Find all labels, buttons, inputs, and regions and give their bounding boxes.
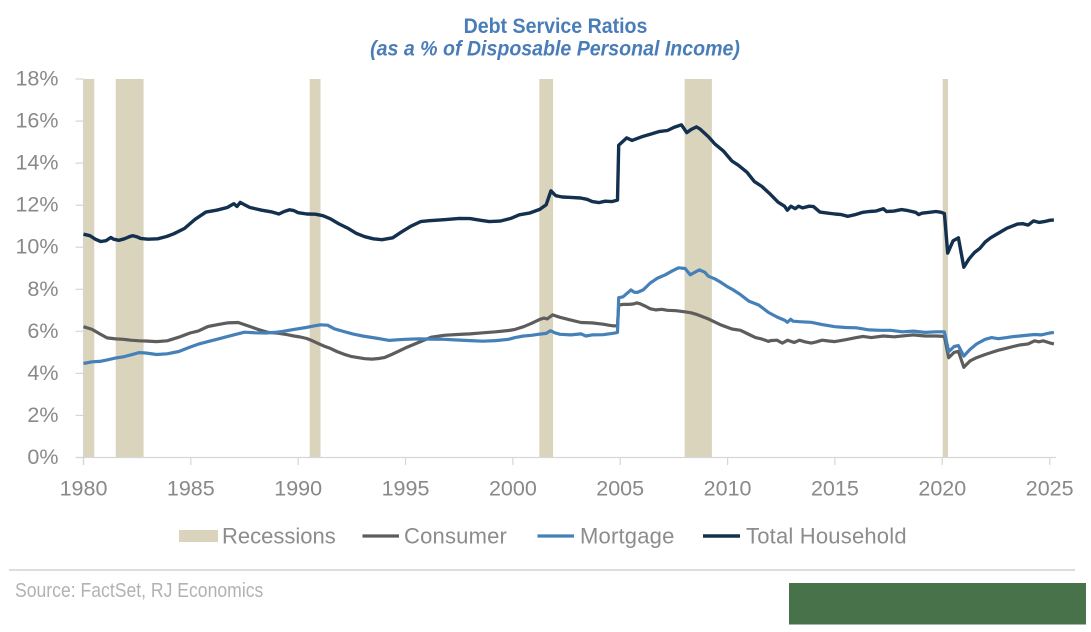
svg-text:1990: 1990 [274,477,322,501]
svg-text:1980: 1980 [60,477,108,501]
svg-text:1995: 1995 [382,477,430,501]
svg-text:18%: 18% [15,67,58,91]
svg-text:2000: 2000 [489,477,537,501]
svg-text:14%: 14% [15,151,58,175]
svg-text:Mortgage: Mortgage [580,524,675,549]
svg-text:Debt Service Ratios: Debt Service Ratios [464,14,648,38]
svg-text:16%: 16% [15,109,58,133]
svg-text:2010: 2010 [704,477,752,501]
svg-text:Total Household: Total Household [746,524,907,549]
svg-text:6%: 6% [27,319,58,343]
svg-text:2025: 2025 [1026,477,1074,501]
svg-text:0%: 0% [27,445,58,469]
svg-text:2015: 2015 [811,477,859,501]
svg-text:2020: 2020 [918,477,966,501]
svg-text:10%: 10% [15,235,58,259]
svg-text:(as a % of Disposable Personal: (as a % of Disposable Personal Income) [370,36,740,60]
svg-text:Consumer: Consumer [404,524,507,549]
svg-text:4%: 4% [27,361,58,385]
svg-text:2005: 2005 [596,477,644,501]
svg-text:12%: 12% [15,193,58,217]
svg-text:Source: FactSet, RJ Economics: Source: FactSet, RJ Economics [15,579,263,601]
svg-text:8%: 8% [27,277,58,301]
svg-text:Recessions: Recessions [222,524,336,549]
svg-text:1985: 1985 [167,477,215,501]
svg-text:2%: 2% [27,403,58,427]
